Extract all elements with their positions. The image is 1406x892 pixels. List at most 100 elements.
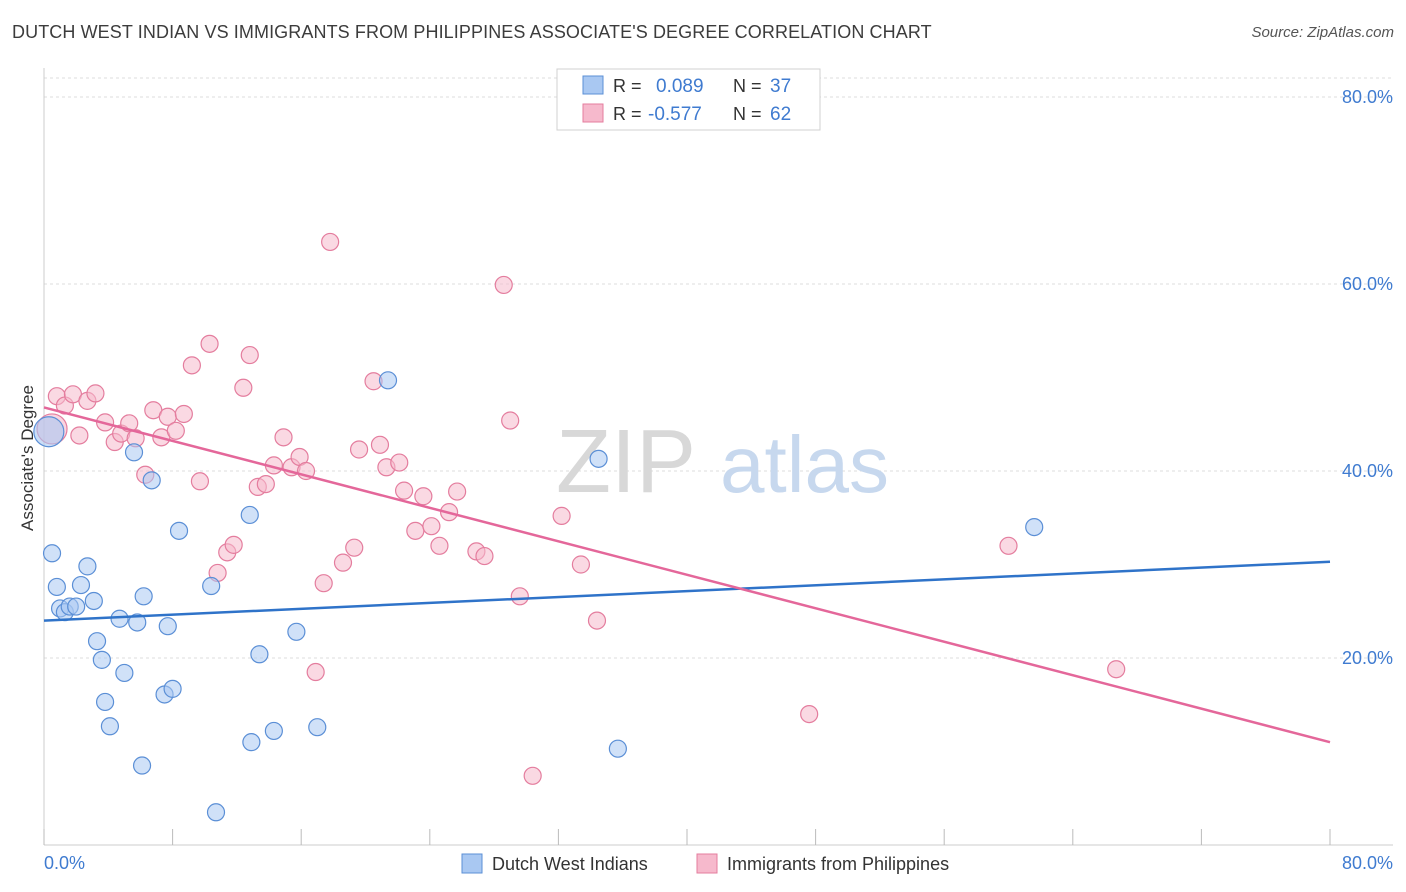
- pink-point-53: [501, 411, 520, 430]
- blue-point-19: [134, 587, 153, 606]
- pink-point-24: [234, 378, 253, 397]
- blue-point-0: [33, 416, 65, 448]
- pink-point-45: [414, 487, 433, 506]
- pink-point-23: [224, 535, 243, 554]
- legend-r-value-0: 0.089: [656, 76, 704, 97]
- pink-trendline: [43, 406, 1331, 744]
- pink-point-25: [240, 345, 259, 365]
- pink-point-52: [494, 275, 513, 295]
- blue-point-1: [42, 544, 62, 563]
- blue-point-12: [95, 692, 115, 712]
- pink-point-34: [314, 574, 333, 593]
- pink-point-56: [552, 506, 571, 525]
- y-tick-label-2: 60.0%: [1342, 274, 1393, 294]
- bottom-legend-label-pink: Immigrants from Philippines: [727, 854, 949, 874]
- blue-point-23: [163, 679, 182, 698]
- legend-r-label-0: R =: [613, 76, 642, 96]
- top-legend-swatch-blue: [582, 75, 604, 95]
- pink-point-36: [333, 553, 353, 572]
- bottom-legend-swatch-pink: [696, 853, 718, 874]
- pink-point-40: [370, 435, 390, 454]
- gridlines: 20.0% 40.0% 60.0% 80.0%: [44, 77, 1393, 668]
- blue-point-7: [71, 575, 91, 595]
- blue-point-10: [87, 632, 107, 651]
- watermark-atlas: atlas: [720, 420, 889, 509]
- watermark: ZIP atlas: [556, 412, 889, 512]
- pink-point-58: [587, 611, 607, 630]
- chart-title: DUTCH WEST INDIAN VS IMMIGRANTS FROM PHI…: [12, 22, 932, 42]
- pink-point-60: [999, 536, 1018, 555]
- watermark-zip: ZIP: [556, 412, 696, 512]
- y-tick-label-1: 40.0%: [1342, 461, 1393, 481]
- legend-n-value-0: 37: [770, 76, 791, 97]
- blue-point-15: [115, 663, 134, 683]
- pink-point-37: [345, 538, 364, 557]
- pink-point-4: [70, 426, 89, 445]
- blue-point-28: [242, 733, 261, 752]
- pink-point-47: [430, 536, 449, 555]
- blue-point-25: [202, 576, 221, 596]
- blue-point-30: [264, 721, 283, 741]
- blue-point-2: [47, 577, 66, 597]
- pink-point-38: [349, 440, 369, 459]
- blue-point-11: [92, 650, 111, 669]
- trendlines: [43, 406, 1331, 744]
- blue-point-35: [608, 739, 627, 758]
- pink-point-20: [200, 334, 219, 353]
- pink-point-43: [394, 481, 414, 500]
- bottom-legend-swatch-blue: [461, 853, 483, 874]
- blue-point-22: [158, 617, 177, 636]
- pink-point-27: [256, 474, 275, 494]
- pink-point-44: [406, 521, 425, 540]
- pink-point-35: [321, 232, 340, 252]
- pink-point-51: [475, 546, 494, 566]
- blue-point-36: [1025, 517, 1044, 537]
- pink-point-18: [182, 356, 201, 375]
- blue-point-33: [378, 371, 398, 390]
- legend-r-value-1: -0.577: [648, 104, 702, 125]
- x-tick-label-min: 0.0%: [44, 853, 85, 873]
- pink-point-29: [274, 428, 293, 447]
- blue-point-26: [206, 803, 226, 822]
- blue-point-31: [287, 622, 306, 641]
- legend-r-label-1: R =: [613, 104, 642, 124]
- blue-point-18: [132, 756, 152, 775]
- blue-point-13: [100, 717, 120, 736]
- source-label: Source: ZipAtlas.com: [1251, 24, 1394, 41]
- blue-point-14: [110, 609, 129, 628]
- blue-point-20: [142, 471, 161, 490]
- pink-point-54: [510, 587, 529, 606]
- legend-n-value-1: 62: [770, 104, 791, 125]
- blue-point-8: [78, 557, 97, 576]
- blue-point-29: [250, 645, 269, 664]
- blue-point-6: [67, 597, 86, 616]
- top-legend-swatch-pink: [582, 103, 604, 123]
- pink-point-49: [448, 482, 467, 501]
- pink-point-42: [390, 453, 409, 472]
- pink-point-55: [523, 766, 542, 785]
- bottom-legend-label-blue: Dutch West Indians: [492, 854, 648, 874]
- pink-point-17: [174, 404, 193, 424]
- blue-trendline: [43, 560, 1331, 622]
- legend-n-label-1: N =: [733, 104, 762, 124]
- x-tick-label-max: 80.0%: [1342, 853, 1393, 873]
- blue-series-points: [33, 371, 1044, 822]
- pink-point-59: [800, 704, 819, 724]
- blue-point-32: [308, 718, 327, 737]
- axes: [43, 68, 1393, 846]
- pink-point-19: [190, 472, 210, 491]
- bottom-legend: Dutch West Indians Immigrants from Phili…: [461, 853, 949, 874]
- pink-point-61: [1107, 660, 1126, 679]
- pink-point-46: [422, 517, 441, 536]
- y-tick-label-0: 20.0%: [1342, 648, 1393, 668]
- top-legend: R = 0.089 N = 37 R = -0.577 N = 62: [556, 68, 821, 131]
- blue-point-24: [169, 521, 189, 540]
- y-axis-title: Associate's Degree: [18, 385, 37, 531]
- pink-point-6: [86, 384, 105, 403]
- pink-point-57: [571, 555, 591, 574]
- blue-point-17: [128, 613, 147, 632]
- blue-point-16: [124, 443, 144, 462]
- pink-point-16: [166, 421, 185, 440]
- y-tick-label-3: 80.0%: [1342, 87, 1393, 107]
